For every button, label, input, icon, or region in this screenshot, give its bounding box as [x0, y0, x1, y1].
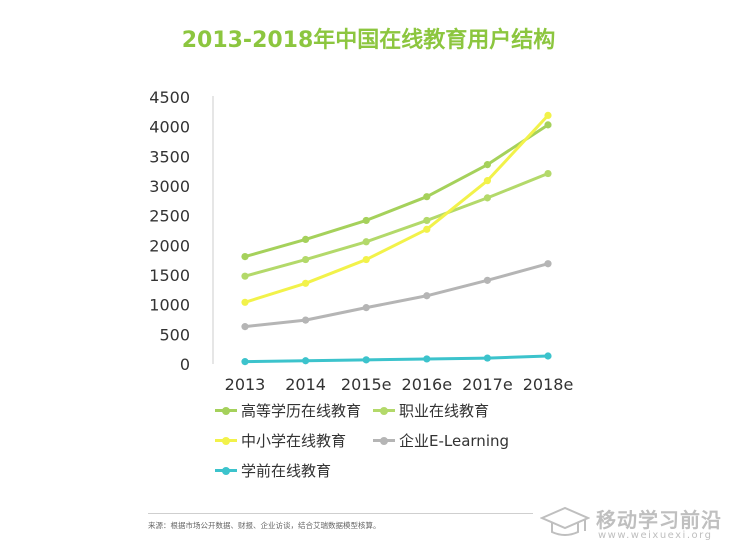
data-point — [483, 276, 491, 284]
x-tick-label: 2018e — [523, 375, 574, 394]
x-tick-label: 2014 — [285, 375, 326, 394]
data-point — [423, 292, 431, 300]
data-point — [483, 161, 491, 169]
data-point — [483, 177, 491, 185]
y-tick-label: 4000 — [149, 118, 190, 137]
legend-marker — [380, 436, 388, 445]
legend-item: 中小学在线教育 — [215, 430, 346, 451]
data-point — [241, 323, 249, 331]
data-point — [241, 272, 249, 280]
data-point — [302, 279, 310, 287]
x-tick-label: 2015e — [341, 375, 392, 394]
data-point — [302, 235, 310, 243]
data-point — [362, 216, 370, 225]
graduation-cap-icon — [540, 506, 590, 536]
legend-label: 学前在线教育 — [241, 462, 332, 480]
data-point — [544, 111, 552, 119]
data-point — [302, 255, 310, 264]
x-tick-label: 2013 — [225, 375, 266, 394]
data-point — [544, 169, 552, 178]
legend-label: 中小学在线教育 — [241, 432, 347, 450]
legend-swatch — [215, 466, 237, 475]
data-point — [241, 298, 249, 306]
series-line — [243, 113, 550, 304]
data-point — [544, 352, 552, 360]
data-point — [423, 193, 431, 201]
legend-swatch — [373, 406, 395, 415]
data-point — [241, 358, 249, 366]
watermark-title: 移动学习前沿 — [596, 508, 722, 532]
x-axis-ticks: 2013 2014 2015e 2016e 2017e 2018e — [225, 375, 574, 394]
data-point — [362, 304, 370, 312]
legend-swatch — [215, 406, 237, 415]
series-line — [243, 354, 550, 364]
y-tick-label: 0 — [180, 355, 190, 374]
y-tick-label: 3500 — [149, 147, 190, 166]
data-point — [423, 355, 431, 363]
y-axis-ticks: 0 500 1000 1500 2000 2500 3000 3500 4000 4500 — [149, 88, 190, 374]
series-lines — [243, 113, 550, 364]
data-point — [302, 357, 310, 365]
legend-label: 高等学历在线教育 — [241, 402, 362, 420]
data-point — [544, 121, 552, 129]
y-tick-label: 500 — [159, 325, 190, 344]
data-point — [362, 255, 370, 264]
series-line — [243, 262, 550, 329]
legend-label: 企业E-Learning — [399, 432, 510, 450]
source-note: 来源：根据市场公开数据、财报、企业访谈，结合艾瑞数据模型核算。 — [148, 521, 381, 530]
y-tick-label: 4500 — [149, 88, 190, 107]
y-tick-label: 2500 — [149, 207, 190, 226]
legend-swatch — [373, 436, 395, 445]
data-point — [483, 354, 491, 362]
x-tick-label: 2016e — [402, 375, 453, 394]
legend-item: 企业E-Learning — [373, 430, 509, 451]
legend-label: 职业在线教育 — [399, 402, 490, 420]
legend-marker — [222, 436, 230, 445]
watermark: 移动学习前沿 www.weixuexi.org — [538, 500, 737, 546]
x-tick-label: 2017e — [462, 375, 513, 394]
legend-marker — [222, 406, 230, 415]
footer-divider — [148, 513, 533, 514]
data-point — [423, 216, 431, 225]
y-tick-label: 1000 — [149, 296, 190, 315]
data-point — [241, 253, 249, 261]
legend-item: 职业在线教育 — [373, 400, 489, 421]
data-point — [544, 260, 552, 268]
legend-swatch — [215, 436, 237, 445]
data-point — [423, 225, 431, 233]
legend-item: 高等学历在线教育 — [215, 400, 361, 421]
y-tick-label: 2000 — [149, 236, 190, 255]
legend-marker — [380, 406, 388, 415]
y-tick-label: 1500 — [149, 266, 190, 285]
series-points — [241, 111, 552, 366]
data-point — [302, 316, 310, 324]
data-point — [362, 238, 370, 246]
data-point — [483, 194, 491, 202]
series-line — [243, 172, 550, 278]
y-tick-label: 3000 — [149, 177, 190, 196]
legend-item: 学前在线教育 — [215, 460, 331, 481]
series-line — [243, 123, 550, 259]
legend-marker — [222, 466, 230, 475]
watermark-url: www.weixuexi.org — [598, 530, 713, 541]
chart-title: 2013-2018年中国在线教育用户结构 — [181, 28, 556, 53]
data-point — [362, 356, 370, 364]
